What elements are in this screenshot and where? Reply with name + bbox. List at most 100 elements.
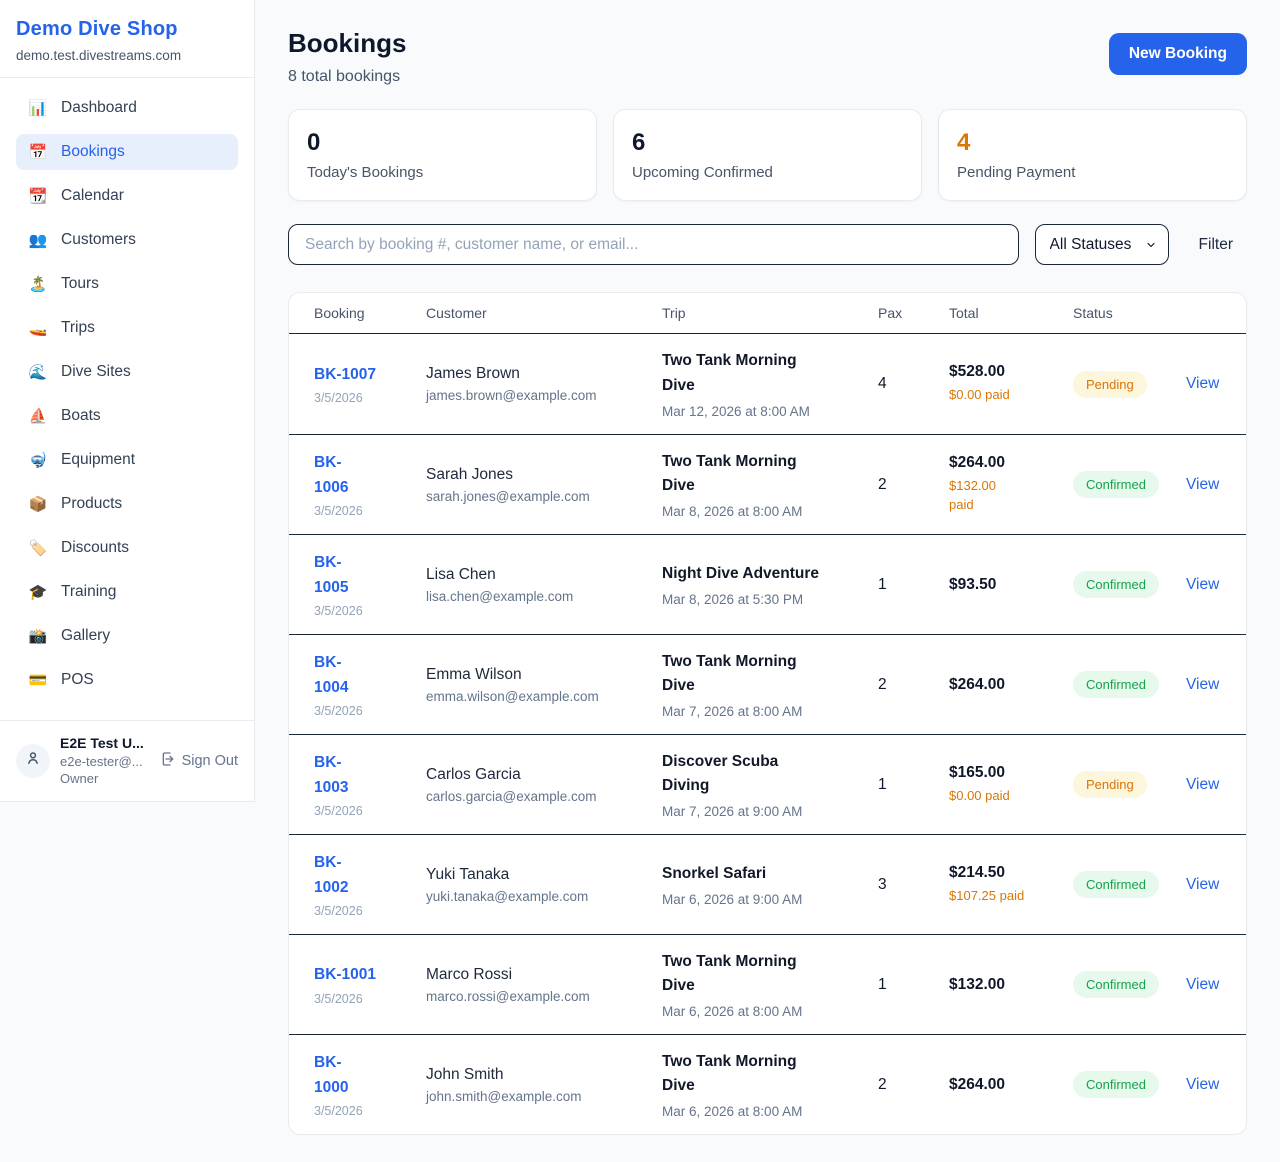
sidebar-item[interactable]: 🏝️ Tours bbox=[16, 266, 238, 302]
trip-datetime: Mar 7, 2026 at 9:00 AM bbox=[662, 804, 803, 820]
sidebar-item[interactable]: 📅 Bookings bbox=[16, 134, 238, 170]
column-header-pax: Pax bbox=[878, 305, 903, 321]
sidebar-item-label: Products bbox=[61, 495, 123, 512]
customer-email: james.brown@example.com bbox=[426, 388, 597, 403]
sidebar-item[interactable]: 🏷️ Discounts bbox=[16, 530, 238, 566]
pax-count: 2 bbox=[878, 1075, 887, 1093]
customer-name: Yuki Tanaka bbox=[426, 865, 510, 883]
customer-name: Marco Rossi bbox=[426, 965, 513, 983]
sidebar-item[interactable]: 🎓 Training bbox=[16, 574, 238, 610]
stat-label: Upcoming Confirmed bbox=[632, 164, 773, 181]
sidebar-item[interactable]: 👥 Customers bbox=[16, 222, 238, 258]
view-link[interactable]: View bbox=[1186, 1075, 1220, 1093]
view-link[interactable]: View bbox=[1186, 575, 1220, 593]
column-header-booking: Booking bbox=[314, 305, 365, 321]
booking-id-link[interactable]: BK- 1005 bbox=[314, 554, 349, 596]
view-link[interactable]: View bbox=[1186, 475, 1220, 493]
booking-id-link[interactable]: BK-1007 bbox=[314, 365, 377, 383]
booking-date: 3/5/2026 bbox=[314, 503, 363, 518]
sidebar-item-label: Training bbox=[61, 583, 117, 600]
sidebar-divider bbox=[0, 77, 254, 78]
search-input[interactable] bbox=[288, 224, 1019, 265]
total-amount: $264.00 bbox=[949, 675, 1006, 693]
booking-id-link[interactable]: BK- 1006 bbox=[314, 454, 349, 496]
stat-value: 4 bbox=[957, 129, 971, 156]
stat-value: 6 bbox=[632, 129, 646, 156]
sidebar-item-icon: 👥 bbox=[28, 231, 48, 249]
status-select-wrap: All Statuses bbox=[1034, 224, 1169, 265]
filter-row: All Statuses Filter bbox=[288, 224, 1247, 265]
sidebar-item-icon: 🏷️ bbox=[28, 539, 48, 557]
sidebar-item[interactable]: ⛵ Boats bbox=[16, 398, 238, 434]
paid-amount: $132.00 paid bbox=[949, 478, 996, 512]
sidebar-item[interactable]: 🌊 Dive Sites bbox=[16, 354, 238, 390]
sidebar-item[interactable]: 🤿 Equipment bbox=[16, 442, 238, 478]
sidebar-item-icon: 📆 bbox=[28, 187, 48, 205]
table-row: BK- 1004 3/5/2026 Emma Wilson emma.wilso… bbox=[289, 634, 1246, 734]
sidebar-item-icon: 🤿 bbox=[28, 451, 48, 469]
status-badge: Confirmed bbox=[1073, 471, 1159, 498]
user-name: E2E Test U... bbox=[60, 735, 144, 751]
trip-datetime: Mar 8, 2026 at 8:00 AM bbox=[662, 504, 803, 520]
table-row: BK-1007 3/5/2026 James Brown james.brown… bbox=[289, 334, 1246, 434]
customer-email: lisa.chen@example.com bbox=[426, 588, 574, 604]
view-link[interactable]: View bbox=[1186, 375, 1220, 392]
customer-name: James Brown bbox=[426, 365, 520, 382]
sign-out-label: Sign Out bbox=[181, 752, 238, 769]
sidebar-item-label: Dive Sites bbox=[61, 363, 131, 380]
sidebar-item-icon: 📦 bbox=[28, 495, 48, 513]
view-link[interactable]: View bbox=[1186, 675, 1220, 693]
view-link[interactable]: View bbox=[1186, 875, 1220, 893]
sidebar-item[interactable]: 📸 Gallery bbox=[16, 618, 238, 654]
status-badge: Confirmed bbox=[1073, 671, 1159, 698]
booking-id-link[interactable]: BK-1001 bbox=[314, 966, 377, 984]
sidebar-item[interactable]: 📆 Calendar bbox=[16, 178, 238, 214]
trip-name: Two Tank Morning Dive bbox=[662, 652, 797, 694]
trip-name: Two Tank Morning Dive bbox=[662, 352, 797, 394]
column-header-total: Total bbox=[949, 305, 979, 321]
table-row: BK- 1000 3/5/2026 John Smith john.smith@… bbox=[289, 1034, 1246, 1134]
booking-id-link[interactable]: BK- 1004 bbox=[314, 654, 349, 696]
booking-id-link[interactable]: BK- 1002 bbox=[314, 854, 349, 896]
sidebar-item[interactable]: 📦 Products bbox=[16, 486, 238, 522]
paid-amount: $0.00 paid bbox=[949, 387, 1010, 403]
sidebar-item[interactable]: 📊 Dashboard bbox=[16, 90, 238, 126]
column-header-customer: Customer bbox=[426, 305, 487, 321]
paid-amount: $107.25 paid bbox=[949, 887, 1025, 903]
table-header-row: Booking Customer Trip Pax Total Status bbox=[289, 293, 1246, 334]
booking-id-link[interactable]: BK- 1000 bbox=[314, 1054, 349, 1096]
sidebar-item-icon: 🏝️ bbox=[28, 275, 48, 293]
stat-label: Today's Bookings bbox=[307, 164, 424, 181]
sidebar-item-label: Gallery bbox=[61, 627, 111, 644]
trip-name: Night Dive Adventure bbox=[662, 564, 820, 582]
table-row: BK- 1005 3/5/2026 Lisa Chen lisa.chen@ex… bbox=[289, 534, 1246, 634]
status-select[interactable]: All Statuses bbox=[1034, 224, 1169, 265]
total-amount: $132.00 bbox=[949, 975, 1006, 993]
sidebar-item-label: Dashboard bbox=[61, 99, 137, 116]
sidebar-item[interactable]: 💳 POS bbox=[16, 662, 238, 698]
stat-card: 4 Pending Payment bbox=[938, 109, 1247, 201]
paid-amount: $0.00 paid bbox=[949, 787, 1010, 803]
trip-datetime: Mar 7, 2026 at 8:00 AM bbox=[662, 704, 803, 720]
sidebar: Demo Dive Shop demo.test.divestreams.com… bbox=[0, 0, 255, 802]
sidebar-item-label: Calendar bbox=[61, 187, 124, 204]
sidebar-item-icon: ⛵ bbox=[28, 407, 48, 425]
avatar bbox=[16, 743, 50, 778]
view-link[interactable]: View bbox=[1186, 775, 1220, 793]
trip-name: Two Tank Morning Dive bbox=[662, 452, 797, 494]
new-booking-button[interactable]: New Booking bbox=[1108, 33, 1247, 75]
table-row: BK- 1002 3/5/2026 Yuki Tanaka yuki.tanak… bbox=[289, 834, 1246, 934]
stat-card: 0 Today's Bookings bbox=[288, 109, 597, 201]
view-link[interactable]: View bbox=[1186, 975, 1220, 993]
pax-count: 1 bbox=[878, 575, 887, 593]
sidebar-item[interactable]: 🚤 Trips bbox=[16, 310, 238, 346]
booking-id-link[interactable]: BK- 1003 bbox=[314, 754, 349, 796]
sign-out-button[interactable]: Sign Out bbox=[160, 751, 238, 771]
pax-count: 2 bbox=[878, 475, 887, 493]
status-badge: Pending bbox=[1073, 771, 1147, 798]
filter-button[interactable]: Filter bbox=[1185, 236, 1247, 254]
customer-name: Lisa Chen bbox=[426, 565, 496, 583]
trip-datetime: Mar 8, 2026 at 5:30 PM bbox=[662, 592, 804, 607]
sidebar-item-label: Bookings bbox=[61, 143, 125, 160]
pax-count: 4 bbox=[878, 375, 887, 392]
